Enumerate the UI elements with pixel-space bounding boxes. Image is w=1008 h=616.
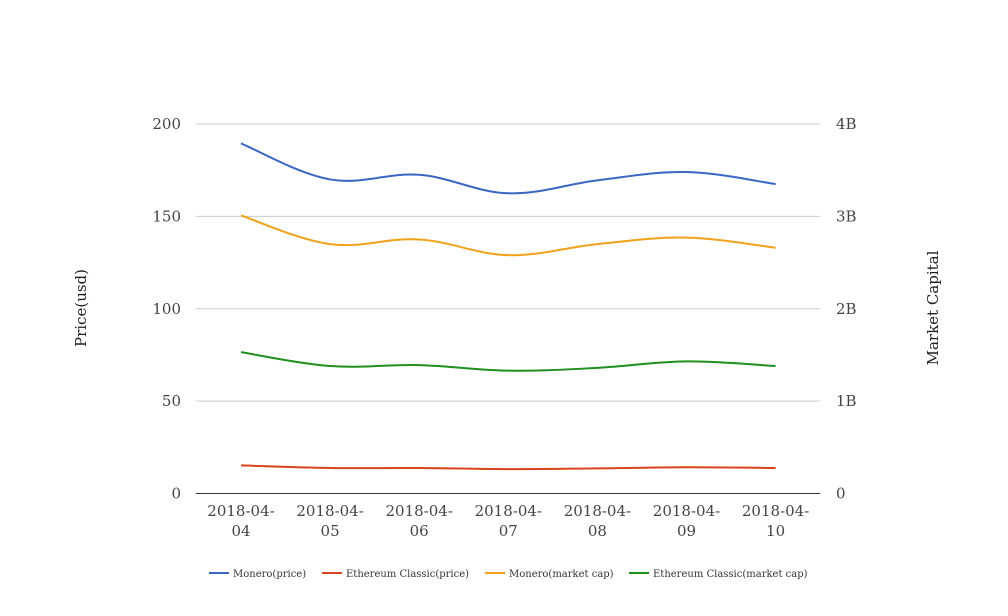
y2-tick-label: 1B <box>836 392 857 410</box>
gridlines <box>196 123 820 402</box>
y2-tick-label: 0 <box>836 485 846 503</box>
y-tick-label: 100 <box>152 300 181 318</box>
y-axis-left-ticks: 0 50 100 150 200 <box>152 115 181 503</box>
y-axis-right-title: Market Capital <box>924 250 942 365</box>
y2-tick-label: 2B <box>836 300 857 318</box>
legend-label: Monero(market cap) <box>509 569 614 580</box>
y-tick-label: 200 <box>152 115 181 133</box>
legend-item-monero-price[interactable]: Monero(price) <box>209 569 306 580</box>
series-line-monero-price <box>240 142 776 195</box>
y2-tick-label: 3B <box>836 207 857 225</box>
series-lines <box>240 142 776 471</box>
y-tick-label: 50 <box>162 392 181 410</box>
legend-label: Ethereum Classic(price) <box>346 569 469 580</box>
x-tick-label: 2018-04-10 <box>742 502 809 540</box>
x-tick-label: 2018-04-06 <box>385 502 452 540</box>
x-tick-label: 2018-04-05 <box>296 502 363 540</box>
x-tick-label: 2018-04-08 <box>564 502 631 540</box>
y2-tick-label: 4B <box>836 115 857 133</box>
y-axis-left-title: Price(usd) <box>72 269 90 347</box>
legend[interactable]: Monero(price) Ethereum Classic(price) Mone… <box>209 569 808 580</box>
legend-label: Ethereum Classic(market cap) <box>653 569 808 580</box>
y-tick-label: 0 <box>171 485 181 503</box>
series-line-monero-market-cap <box>240 214 776 257</box>
x-tick-label: 2018-04-07 <box>475 502 542 540</box>
series-line-ethereum-classic-price <box>240 464 776 471</box>
y-axis-right-ticks: 0 1B 2B 3B 4B <box>836 115 857 503</box>
legend-label: Monero(price) <box>233 569 306 580</box>
legend-item-monero-market-cap[interactable]: Monero(market cap) <box>485 569 614 580</box>
x-tick-label: 2018-04-04 <box>207 502 274 540</box>
x-axis-ticks: 2018-04-04 2018-04-05 2018-04-06 2018-04-07… <box>207 502 809 540</box>
x-tick-label: 2018-04-09 <box>653 502 720 540</box>
legend-item-ethereum-classic-market-cap[interactable]: Ethereum Classic(market cap) <box>629 569 808 580</box>
y-tick-label: 150 <box>152 207 181 225</box>
series-line-ethereum-classic-market-cap <box>240 351 776 372</box>
legend-item-ethereum-classic-price[interactable]: Ethereum Classic(price) <box>322 569 469 580</box>
